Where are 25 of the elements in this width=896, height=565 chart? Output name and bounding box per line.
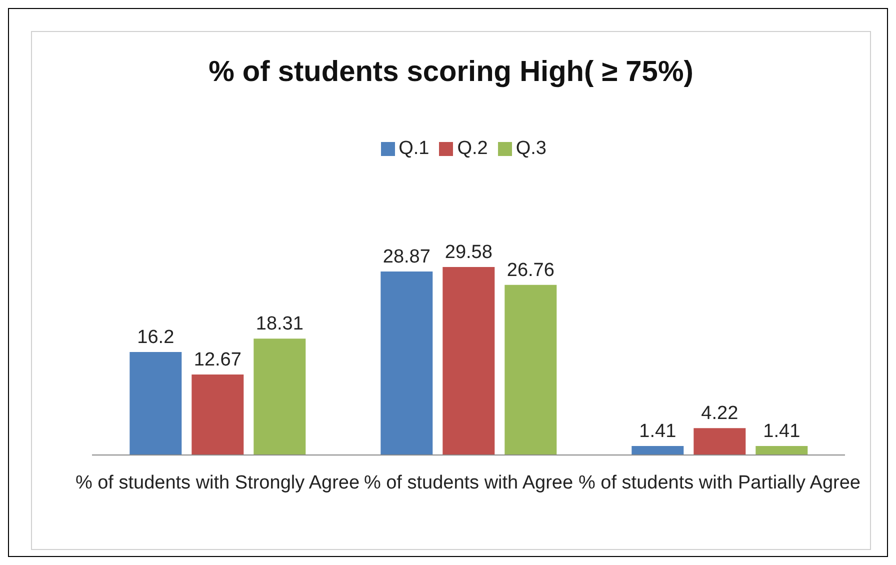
data-label: 18.31 (256, 314, 304, 335)
data-label: 4.22 (701, 403, 738, 424)
data-label: 26.76 (506, 260, 554, 281)
data-label: 28.87 (382, 246, 430, 268)
x-tick-label: % of students with Agree (364, 472, 574, 494)
bar (380, 272, 433, 455)
bar (632, 446, 684, 455)
data-label: 29.58 (444, 242, 492, 263)
x-tick-label: % of students with Strongly Agree (75, 472, 360, 494)
bar (192, 374, 244, 455)
chart-title: % of students scoring High( ≥ 75%) (208, 54, 694, 90)
bar (254, 338, 306, 455)
bar (130, 352, 182, 455)
bar (694, 428, 746, 455)
legend-label: Q.3 (516, 138, 546, 159)
data-label: 1.41 (763, 421, 800, 442)
data-label: 12.67 (194, 349, 242, 370)
x-tick-label: % of students with Partially Agree (578, 472, 860, 494)
bar (504, 284, 557, 455)
bar (756, 446, 808, 455)
bar (442, 267, 495, 455)
data-label: 16.2 (137, 327, 174, 348)
data-label: 1.41 (639, 421, 676, 442)
legend-label: Q.2 (457, 138, 488, 159)
legend-label: Q.1 (398, 138, 430, 159)
